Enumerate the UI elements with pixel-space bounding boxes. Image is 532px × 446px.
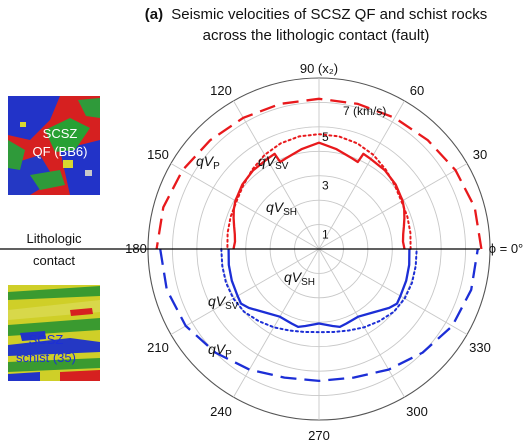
angle-label-210: 210	[147, 340, 169, 355]
panel-letter: (a)	[145, 6, 163, 23]
radial-tick-5: 5	[322, 130, 329, 144]
angle-label-0: ϕ = 0°	[489, 241, 524, 256]
bottom-mineral-map-image	[8, 285, 100, 381]
angle-label-30: 30	[473, 147, 487, 162]
radial-unit-label: 7 (km/s)	[343, 104, 386, 118]
angle-label-90: 90 (x₂)	[300, 61, 338, 76]
angle-label-330: 330	[469, 340, 491, 355]
grid-spoke-240	[233, 248, 320, 398]
grid-spoke-300	[318, 248, 405, 398]
bottom-image-label-2: schist (35)	[16, 350, 76, 365]
series-layer	[155, 97, 483, 383]
series-label-qf_qVSV: qVSV	[258, 153, 289, 172]
grid-spoke-150	[170, 163, 320, 250]
series-labels: qVP qVSV qVSH qVSH qVSV qVP	[196, 153, 315, 360]
series-label-schist_qVSH: qVSH	[284, 269, 315, 288]
radial-labels: 1 3 5 7 (km/s)	[322, 104, 386, 242]
grid-spoke-30	[318, 163, 468, 250]
top-image-label-2: QF (BB6)	[33, 144, 88, 159]
series-label-qf_qVP: qVP	[196, 153, 220, 172]
angle-label-180: 180	[125, 241, 147, 256]
series-label-qf_qVSH: qVSH	[266, 199, 297, 218]
series-label-schist_qVP: qVP	[208, 341, 232, 360]
angle-label-300: 300	[406, 404, 428, 419]
grid-spoke-330	[318, 248, 468, 335]
angle-label-120: 120	[210, 83, 232, 98]
series-schist-qVP	[159, 248, 479, 383]
radial-tick-1: 1	[322, 228, 329, 242]
angle-label-60: 60	[410, 83, 424, 98]
top-mineral-map-image	[8, 96, 100, 195]
series-schist-qVSH	[227, 248, 411, 329]
grid-spokes	[170, 78, 468, 420]
chart-title: (a) Seismic velocities of SCSZ QF and sc…	[145, 6, 487, 23]
angle-label-270: 270	[308, 428, 330, 443]
title-line-1: Seismic velocities of SCSZ QF and schist…	[171, 6, 487, 23]
angle-label-240: 240	[210, 404, 232, 419]
top-image-label-1: SCSZ	[43, 126, 78, 141]
contact-label-2: contact	[33, 253, 75, 268]
series-qf-qVSV	[226, 133, 412, 250]
grid-spoke-210	[170, 248, 320, 335]
bottom-image-label-1: SCSZ	[29, 332, 64, 347]
radial-tick-3: 3	[322, 179, 329, 193]
series-qf-qVSH	[232, 141, 406, 250]
contact-label-1: Lithologic	[27, 231, 82, 246]
title-line-2: across the lithologic contact (fault)	[203, 27, 430, 44]
angle-label-150: 150	[147, 147, 169, 162]
series-schist-qVSV	[220, 248, 418, 334]
grid-spoke-60	[318, 100, 405, 250]
series-qf-qVP	[155, 97, 483, 250]
grid-spoke-120	[233, 100, 320, 250]
series-label-schist_qVSV: qVSV	[208, 293, 239, 312]
